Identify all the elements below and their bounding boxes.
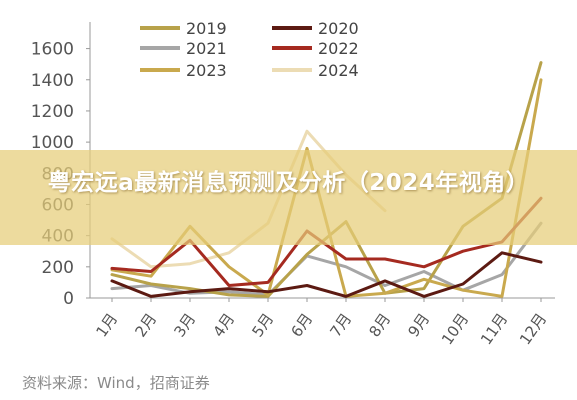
x-tick-label: 4月 (209, 310, 238, 340)
legend-label-2022: 2022 (318, 39, 359, 58)
chart-legend: 2019 2020 2021 2022 2023 2024 (140, 19, 359, 80)
overlay-banner (0, 150, 577, 245)
x-tick-label: 12月 (516, 310, 550, 348)
y-tick-label: 1200 (31, 102, 74, 122)
legend-label-2021: 2021 (186, 39, 227, 58)
overlay-title: 粤宏远a最新消息预测及分析（2024年视角） (47, 170, 530, 196)
legend-label-2019: 2019 (186, 19, 227, 38)
x-tick-label: 1月 (92, 310, 121, 340)
x-tick-label: 7月 (326, 310, 355, 340)
legend-label-2023: 2023 (186, 61, 227, 80)
y-tick-label: 1400 (31, 71, 74, 91)
y-tick-label: 0 (63, 289, 74, 309)
x-tick-label: 5月 (248, 310, 277, 340)
x-tick-label: 10月 (438, 310, 472, 348)
source-note: 资料来源：Wind，招商证券 (22, 374, 210, 392)
x-tick-label: 11月 (477, 310, 511, 348)
series-line-2020 (110, 251, 543, 298)
series-line-2022 (110, 196, 543, 287)
x-tick-label: 8月 (365, 310, 394, 340)
x-tick-label: 9月 (404, 310, 433, 340)
y-tick-label: 1600 (31, 40, 74, 60)
y-tick-label: 1000 (31, 133, 74, 153)
x-tick-label: 3月 (170, 310, 199, 340)
legend-label-2020: 2020 (318, 19, 359, 38)
x-tick-label: 2月 (131, 310, 160, 340)
legend-label-2024: 2024 (318, 61, 359, 80)
x-tick-label: 6月 (287, 310, 316, 340)
y-tick-label: 200 (42, 258, 74, 278)
